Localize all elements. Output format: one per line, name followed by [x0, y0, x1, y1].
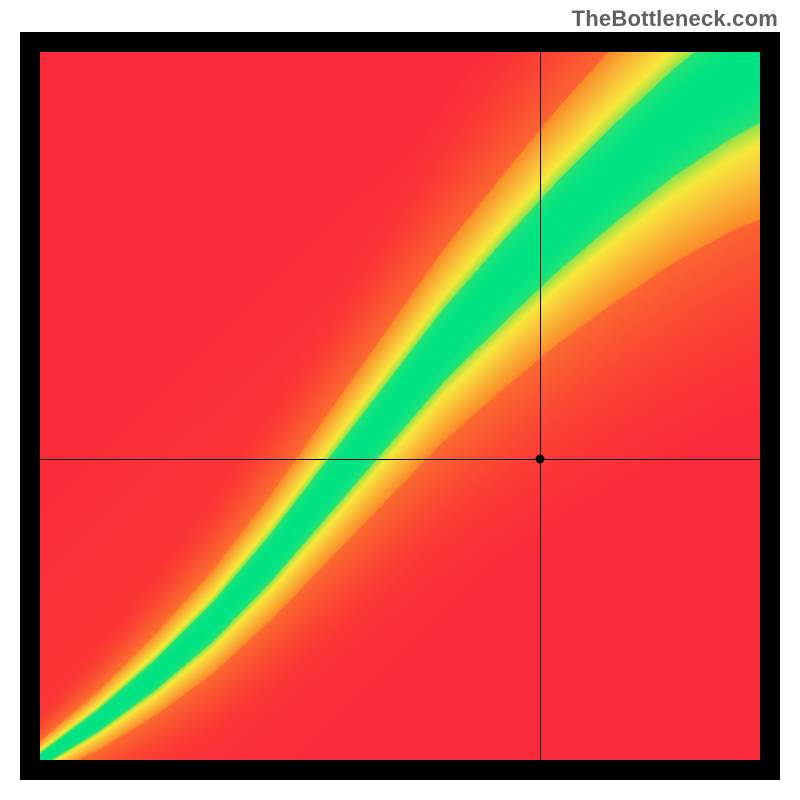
- plot-area: [40, 52, 760, 760]
- chart-container: TheBottleneck.com: [0, 0, 800, 800]
- heatmap-canvas: [40, 52, 760, 760]
- plot-frame: [20, 32, 780, 780]
- watermark-text: TheBottleneck.com: [572, 6, 778, 32]
- crosshair-vertical: [540, 52, 541, 760]
- crosshair-horizontal: [40, 459, 760, 460]
- marker-dot: [536, 455, 545, 464]
